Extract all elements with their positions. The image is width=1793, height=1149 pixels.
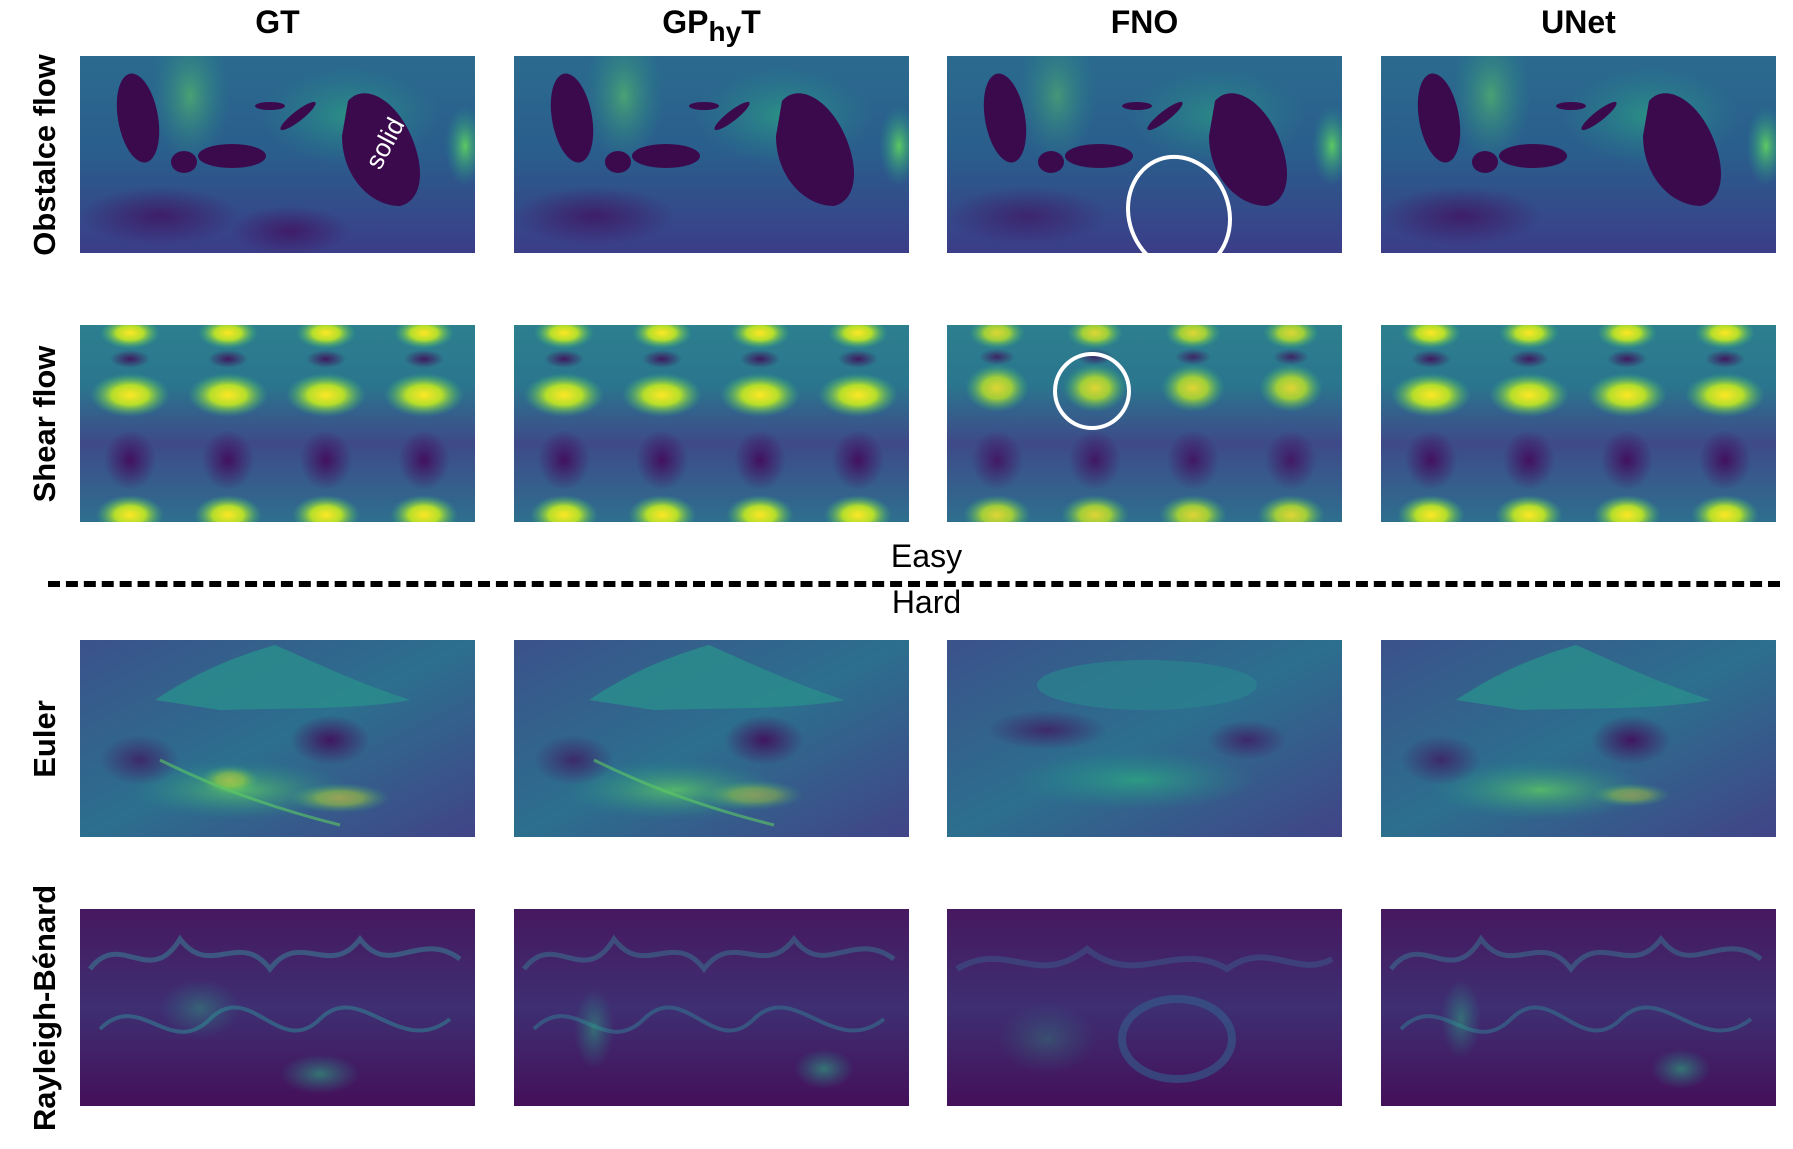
column-header-unet: UNet bbox=[1381, 2, 1776, 42]
column-header-gphyt-subscript: hy bbox=[708, 16, 742, 47]
panel-shear-fno bbox=[947, 325, 1342, 522]
row-header-shear: Shear flow bbox=[27, 345, 62, 503]
easy-hard-divider bbox=[48, 581, 1780, 587]
panel-shear-gphyt bbox=[514, 325, 909, 522]
panel-rayleigh-benard-gt bbox=[80, 909, 475, 1106]
panel-rayleigh-benard-fno bbox=[947, 909, 1342, 1106]
panel-euler-unet bbox=[1381, 640, 1776, 837]
panel-obstacle-gt: solid bbox=[80, 56, 475, 253]
panel-euler-gphyt bbox=[514, 640, 909, 837]
panel-shear-unet bbox=[1381, 325, 1776, 522]
panel-obstacle-unet bbox=[1381, 56, 1776, 253]
row-header-obstacle: Obstalce flow bbox=[27, 54, 62, 256]
label-hard: Hard bbox=[891, 584, 962, 620]
panel-euler-fno bbox=[947, 640, 1342, 837]
column-header-gt-label: GT bbox=[255, 4, 300, 40]
panel-euler-gt bbox=[80, 640, 475, 837]
label-easy: Easy bbox=[890, 538, 963, 574]
panel-obstacle-gphyt bbox=[514, 56, 909, 253]
highlight-circle-shear bbox=[1053, 352, 1131, 430]
column-header-gphyt: GPhyT bbox=[514, 2, 909, 46]
panel-rayleigh-benard-gphyt bbox=[514, 909, 909, 1106]
panel-rayleigh-benard-unet bbox=[1381, 909, 1776, 1106]
panel-obstacle-fno bbox=[947, 56, 1342, 253]
column-header-gt: GT bbox=[80, 2, 475, 42]
panel-shear-gt bbox=[80, 325, 475, 522]
row-header-euler: Euler bbox=[27, 700, 62, 778]
column-header-fno-label: FNO bbox=[1110, 4, 1179, 40]
column-header-gphyt-main: GP bbox=[662, 4, 709, 40]
row-header-rayleigh-benard: Rayleigh-Bénard bbox=[27, 884, 62, 1132]
column-header-fno: FNO bbox=[947, 2, 1342, 42]
column-header-unet-label: UNet bbox=[1541, 4, 1616, 40]
column-header-gphyt-end: T bbox=[741, 4, 761, 40]
highlight-circle-obstacle bbox=[1125, 154, 1233, 253]
